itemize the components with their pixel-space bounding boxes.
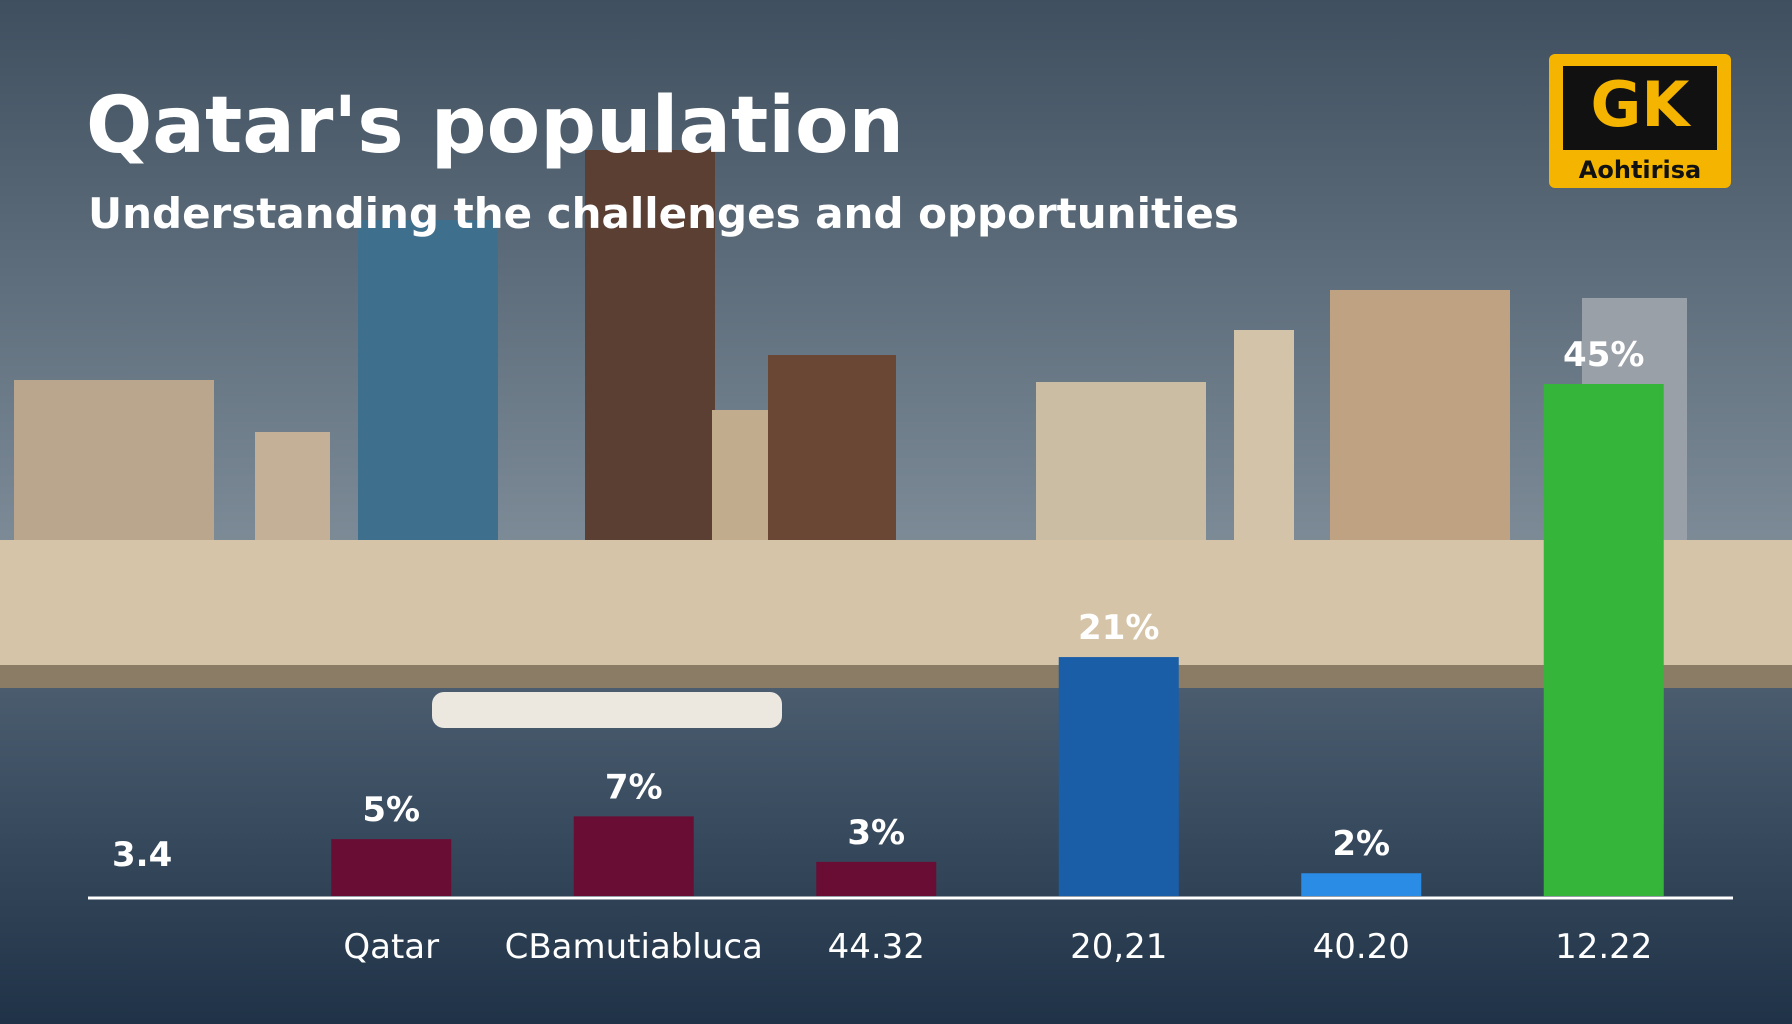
value-label: 2% [1332,824,1390,864]
value-label: 45% [1563,335,1644,375]
bar [573,816,694,896]
x-tick-label: 12.22 [1555,927,1652,967]
chart-subtitle: Understanding the challenges and opportu… [88,189,1239,238]
x-tick-label: Qatar [343,927,439,967]
value-label: 3% [847,813,905,853]
annotation: 3.4 [112,835,172,875]
bar [816,861,937,896]
value-label: 7% [605,767,663,807]
value-label: 21% [1078,608,1159,648]
logo-caption: Aohtirisa [1579,156,1701,184]
bar [1058,657,1179,896]
x-tick-label: 40.20 [1313,927,1410,967]
x-tick-label: 20,21 [1070,927,1167,967]
logo-mark: GK [1591,68,1692,141]
bar [1301,873,1422,896]
chart-title: Qatar's population [86,81,904,171]
bar [331,839,452,896]
logo-inner [1563,66,1717,150]
logo: GK Aohtirisa [1549,54,1731,188]
x-tick-label: CBamutiablucа [505,927,763,967]
x-tick-label: 44.32 [828,927,925,967]
bar [1543,384,1664,896]
value-label: 5% [362,790,420,830]
